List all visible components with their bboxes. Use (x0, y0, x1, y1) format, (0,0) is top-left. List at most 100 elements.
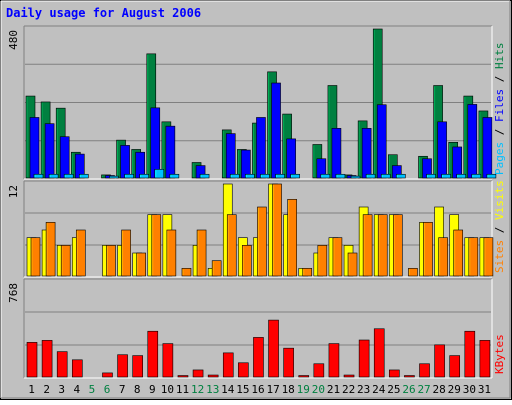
bar-kbytes-day-10 (162, 343, 174, 378)
bar-pages-day-30 (471, 173, 482, 179)
bar-kbytes-day-17 (268, 319, 279, 378)
x-tick-label-day-14: 14 (221, 383, 235, 396)
x-tick-label-day-5: 5 (89, 383, 96, 396)
bar-sites-day-3 (60, 245, 71, 277)
bar-files-day-21 (331, 128, 342, 179)
bar-sites-day-10 (166, 229, 177, 277)
x-tick-label-day-19: 19 (297, 383, 310, 396)
panel-2: 12 Sites / Visits (7, 180, 506, 278)
bar-kbytes-day-24 (373, 328, 385, 378)
y-max-label: 480 (7, 30, 20, 50)
bar-sites-day-18 (287, 199, 297, 277)
legend-entry: Visits (493, 180, 506, 220)
x-tick-label-day-21: 21 (327, 383, 340, 396)
bar-files-day-18 (286, 138, 296, 179)
y-max-label: 768 (7, 283, 20, 303)
bar-kbytes-day-21 (328, 343, 340, 378)
bar-sites-day-24 (377, 214, 388, 277)
bar-kbytes-day-11 (177, 375, 189, 378)
bar-sites-day-22 (347, 252, 358, 277)
bar-pages-day-29 (456, 173, 467, 179)
bar-kbytes-day-13 (207, 374, 219, 378)
bar-kbytes-day-12 (192, 369, 204, 378)
x-tick-label-day-20: 20 (312, 383, 325, 396)
bar-files-day-2 (44, 123, 55, 179)
bar-sites-day-6 (106, 245, 116, 277)
bar-sites-day-7 (121, 229, 131, 277)
bar-pages-day-6 (109, 175, 119, 179)
bar-pages-day-20 (320, 173, 331, 179)
bar-kbytes-day-18 (283, 347, 294, 378)
legend-entry: Sites (493, 240, 506, 273)
x-tick-label-day-9: 9 (149, 383, 156, 396)
bar-files-day-10 (165, 125, 176, 179)
bar-sites-day-14 (226, 214, 237, 277)
bar-pages-day-3 (63, 173, 74, 179)
legend-entry: Hits (493, 43, 506, 70)
bar-pages-day-21 (335, 173, 346, 179)
legend-separator: / (493, 122, 506, 142)
x-tick-label-day-10: 10 (161, 383, 174, 396)
bar-kbytes-day-4 (71, 359, 83, 378)
bar-sites-day-8 (136, 252, 146, 277)
x-tick-label-day-13: 13 (206, 383, 219, 396)
y-max-label: 12 (7, 185, 20, 198)
bar-kbytes-day-2 (41, 340, 53, 378)
bar-files-day-14 (225, 133, 236, 179)
bar-kbytes-day-19 (298, 375, 310, 378)
bar-files-day-28 (437, 121, 447, 179)
bar-kbytes-day-15 (238, 362, 249, 378)
bar-pages-day-22 (350, 175, 361, 179)
x-tick-label-day-4: 4 (74, 383, 81, 396)
bar-sites-day-12 (196, 229, 207, 277)
bar-kbytes-day-22 (343, 374, 355, 378)
bar-pages-day-31 (486, 173, 497, 179)
bar-files-day-3 (59, 136, 70, 179)
bar-sites-day-1 (30, 237, 41, 277)
bar-kbytes-day-28 (434, 344, 445, 378)
bar-sites-day-19 (302, 268, 313, 277)
bar-kbytes-day-1 (26, 342, 38, 378)
bar-sites-day-11 (181, 268, 192, 277)
x-tick-label-day-6: 6 (104, 383, 111, 396)
bar-kbytes-day-31 (479, 340, 491, 378)
bar-sites-day-23 (362, 214, 373, 277)
bar-files-day-17 (271, 82, 281, 179)
x-tick-label-day-2: 2 (43, 383, 50, 396)
x-tick-label-day-25: 25 (387, 383, 400, 396)
bar-kbytes-day-14 (222, 352, 234, 378)
bar-files-day-1 (29, 117, 40, 179)
x-tick-label-day-30: 30 (463, 383, 476, 396)
x-tick-label-day-8: 8 (134, 383, 141, 396)
x-tick-label-day-29: 29 (448, 383, 461, 396)
bar-pages-day-4 (78, 173, 89, 179)
legend: Sites / Visits (493, 180, 506, 273)
x-tick-label-day-18: 18 (282, 383, 295, 396)
bar-pages-day-10 (169, 173, 180, 179)
bar-files-day-9 (150, 107, 161, 179)
bar-sites-day-28 (438, 237, 448, 277)
bar-files-day-16 (256, 117, 266, 179)
bar-kbytes-day-23 (358, 339, 370, 378)
bar-pages-day-1 (33, 173, 44, 179)
bar-kbytes-day-8 (132, 355, 143, 378)
x-tick-label-day-31: 31 (478, 383, 491, 396)
chart-panels: 480 Pages / Files / Hits 12 Sites / Visits 7… (7, 25, 506, 379)
bar-kbytes-day-9 (147, 330, 159, 378)
legend: Pages / Files / Hits (493, 43, 506, 176)
bar-pages-day-15 (245, 173, 255, 179)
bar-sites-day-15 (242, 245, 252, 277)
bar-pages-day-16 (260, 173, 270, 179)
bar-kbytes-day-3 (56, 351, 68, 378)
bar-files-day-7 (120, 145, 130, 179)
bar-sites-day-21 (332, 237, 343, 277)
bar-sites-day-30 (468, 237, 479, 277)
bar-sites-day-4 (75, 229, 86, 277)
bar-kbytes-day-25 (389, 369, 400, 378)
legend-entry: Files (493, 89, 506, 122)
bar-sites-day-17 (272, 183, 282, 277)
x-tick-label-day-12: 12 (191, 383, 204, 396)
bar-files-day-29 (452, 146, 463, 179)
